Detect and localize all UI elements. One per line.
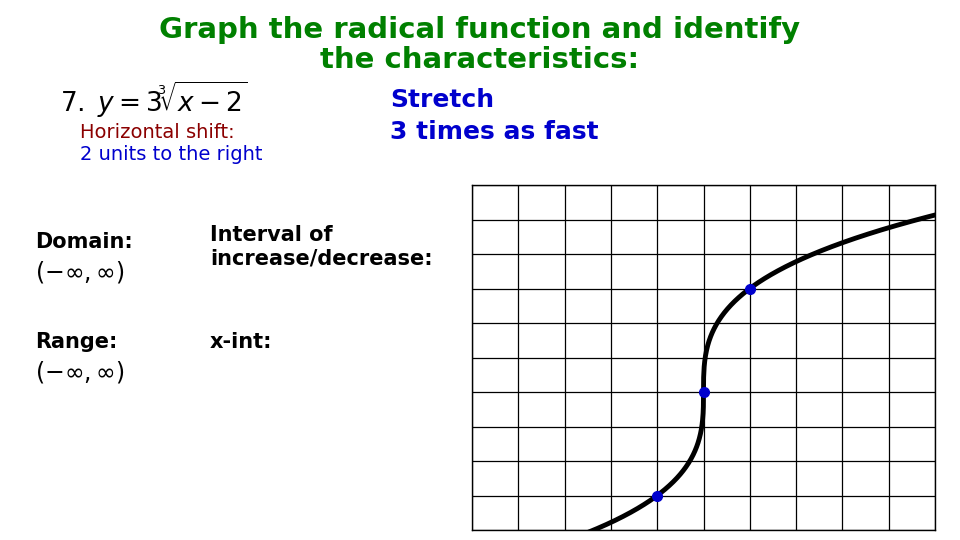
Text: Domain:: Domain: [35,232,132,252]
Text: Range:: Range: [35,332,117,352]
Text: $\left(-\infty,\infty\right)$: $\left(-\infty,\infty\right)$ [35,259,125,285]
Text: Graph the radical function and identify: Graph the radical function and identify [159,16,801,44]
Text: $\left(-\infty,\infty\right)$: $\left(-\infty,\infty\right)$ [35,359,125,385]
Text: Interval of: Interval of [210,225,332,245]
Text: 2 units to the right: 2 units to the right [80,145,262,165]
Text: 3 times as fast: 3 times as fast [390,120,599,144]
Text: the characteristics:: the characteristics: [321,46,639,74]
Text: x-int:: x-int: [210,332,273,352]
Text: increase/decrease:: increase/decrease: [210,248,433,268]
Text: Stretch: Stretch [390,88,494,112]
Text: Horizontal shift:: Horizontal shift: [80,123,234,141]
Text: $7.\;y = 3\!\sqrt[3]{x-2}$: $7.\;y = 3\!\sqrt[3]{x-2}$ [60,80,248,120]
